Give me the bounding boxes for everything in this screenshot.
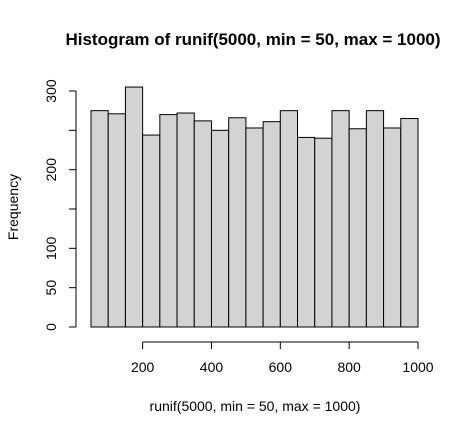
y-axis-tick-label: 300	[43, 79, 59, 103]
y-axis-tick-label: 100	[43, 236, 59, 260]
histogram-bar	[228, 117, 247, 328]
histogram-bar	[142, 134, 161, 328]
histogram-bar	[262, 121, 281, 328]
x-axis-tick-label: 1000	[402, 359, 433, 375]
x-axis-tick-label: 600	[269, 359, 293, 375]
histogram-bar	[400, 118, 419, 328]
y-axis-tick-label: 0	[43, 323, 59, 331]
histogram-bar	[365, 110, 385, 328]
histogram-bar	[159, 114, 178, 328]
histogram-bar	[279, 110, 299, 328]
y-axis-tick-label: 50	[43, 280, 59, 296]
x-axis-tick-label: 400	[200, 359, 224, 375]
histogram-bar	[331, 110, 350, 328]
x-axis-tick-label: 200	[131, 359, 155, 375]
x-axis-label: runif(5000, min = 50, max = 1000)	[149, 398, 361, 414]
histogram-bar	[176, 112, 195, 328]
histogram-bar	[348, 128, 367, 328]
histogram-bar	[314, 137, 333, 328]
histogram-bar	[383, 127, 402, 328]
histogram-bar	[210, 129, 230, 328]
histogram-bar	[193, 120, 212, 328]
histogram-bar	[245, 127, 264, 328]
histogram-bar	[90, 110, 109, 328]
chart-title: Histogram of runif(5000, min = 50, max =…	[65, 30, 441, 49]
histogram-bar	[107, 113, 126, 328]
y-axis-tick-label: 200	[43, 158, 59, 182]
y-axis-label-text: Frequency	[5, 173, 21, 241]
histogram-bar	[124, 86, 144, 328]
histogram-bar	[297, 136, 316, 328]
x-axis-tick-label: 800	[337, 359, 361, 375]
